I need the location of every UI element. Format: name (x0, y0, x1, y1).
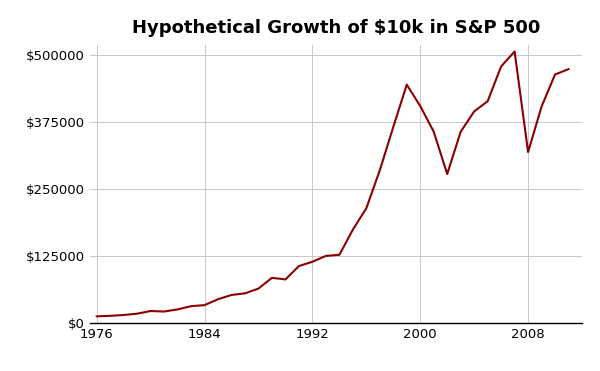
Title: Hypothetical Growth of $10k in S&P 500: Hypothetical Growth of $10k in S&P 500 (132, 19, 540, 37)
